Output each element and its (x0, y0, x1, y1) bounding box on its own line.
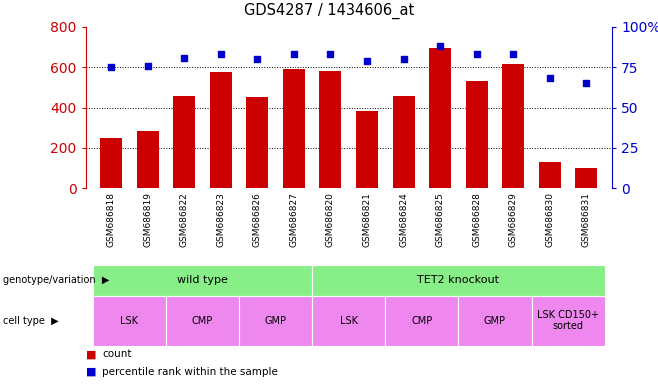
Bar (173, 96, 195, 188)
Text: GSM686819: GSM686819 (143, 192, 152, 247)
Text: GSM686828: GSM686828 (472, 192, 481, 247)
Text: GDS4287 / 1434606_at: GDS4287 / 1434606_at (244, 3, 414, 19)
Bar (93, 296, 166, 346)
Bar (312, 296, 386, 346)
Point (179, 55, 190, 61)
Bar (246, 98, 268, 188)
Text: GSM686831: GSM686831 (582, 192, 591, 247)
Text: cell type  ▶: cell type ▶ (3, 316, 59, 326)
Text: GSM686829: GSM686829 (509, 192, 518, 247)
Point (435, 43, 445, 49)
Bar (356, 111, 378, 188)
Point (545, 75, 555, 81)
Bar (539, 162, 561, 188)
Bar (320, 71, 342, 188)
Text: GSM686826: GSM686826 (253, 192, 262, 247)
Bar (386, 296, 459, 346)
Bar (312, 265, 605, 296)
Bar (93, 265, 312, 296)
Text: TET2 knockout: TET2 knockout (417, 275, 499, 285)
Text: percentile rank within the sample: percentile rank within the sample (102, 366, 278, 377)
Text: GSM686827: GSM686827 (290, 192, 299, 247)
Bar (166, 296, 239, 346)
Bar (466, 81, 488, 188)
Bar (283, 69, 305, 188)
Point (471, 51, 482, 57)
Text: CMP: CMP (411, 316, 432, 326)
Text: ■: ■ (86, 349, 96, 359)
Point (508, 51, 519, 57)
Point (252, 56, 263, 62)
Text: LSK CD150+
sorted: LSK CD150+ sorted (537, 310, 599, 331)
Text: GMP: GMP (484, 316, 506, 326)
Point (362, 58, 372, 64)
Text: GSM686821: GSM686821 (363, 192, 372, 247)
Bar (575, 168, 597, 188)
Bar (100, 138, 122, 188)
Bar (459, 296, 532, 346)
Point (289, 51, 299, 57)
Bar (429, 48, 451, 188)
Text: GSM686822: GSM686822 (180, 192, 189, 247)
Text: LSK: LSK (120, 316, 138, 326)
Point (581, 80, 592, 86)
Text: GSM686825: GSM686825 (436, 192, 445, 247)
Text: GMP: GMP (265, 316, 287, 326)
Text: LSK: LSK (340, 316, 358, 326)
Point (216, 51, 226, 57)
Point (398, 56, 409, 62)
Text: GSM686830: GSM686830 (545, 192, 554, 247)
Text: GSM686820: GSM686820 (326, 192, 335, 247)
Text: wild type: wild type (177, 275, 228, 285)
Text: GSM686818: GSM686818 (107, 192, 116, 247)
Bar (239, 296, 312, 346)
Bar (210, 72, 232, 188)
Text: GSM686823: GSM686823 (216, 192, 225, 247)
Point (142, 63, 153, 69)
Text: CMP: CMP (192, 316, 213, 326)
Text: GSM686824: GSM686824 (399, 192, 408, 247)
Text: genotype/variation  ▶: genotype/variation ▶ (3, 275, 110, 285)
Bar (502, 64, 524, 188)
Text: ■: ■ (86, 366, 96, 377)
Point (325, 51, 336, 57)
Text: count: count (102, 349, 132, 359)
Bar (137, 131, 159, 188)
Bar (393, 96, 415, 188)
Point (106, 64, 116, 70)
Bar (532, 296, 605, 346)
